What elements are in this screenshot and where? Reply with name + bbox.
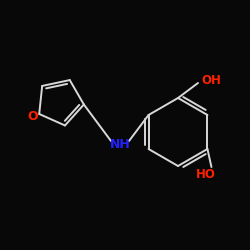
Text: O: O (27, 110, 38, 122)
Text: NH: NH (110, 138, 130, 150)
Text: OH: OH (201, 74, 221, 88)
Text: HO: HO (196, 168, 215, 180)
